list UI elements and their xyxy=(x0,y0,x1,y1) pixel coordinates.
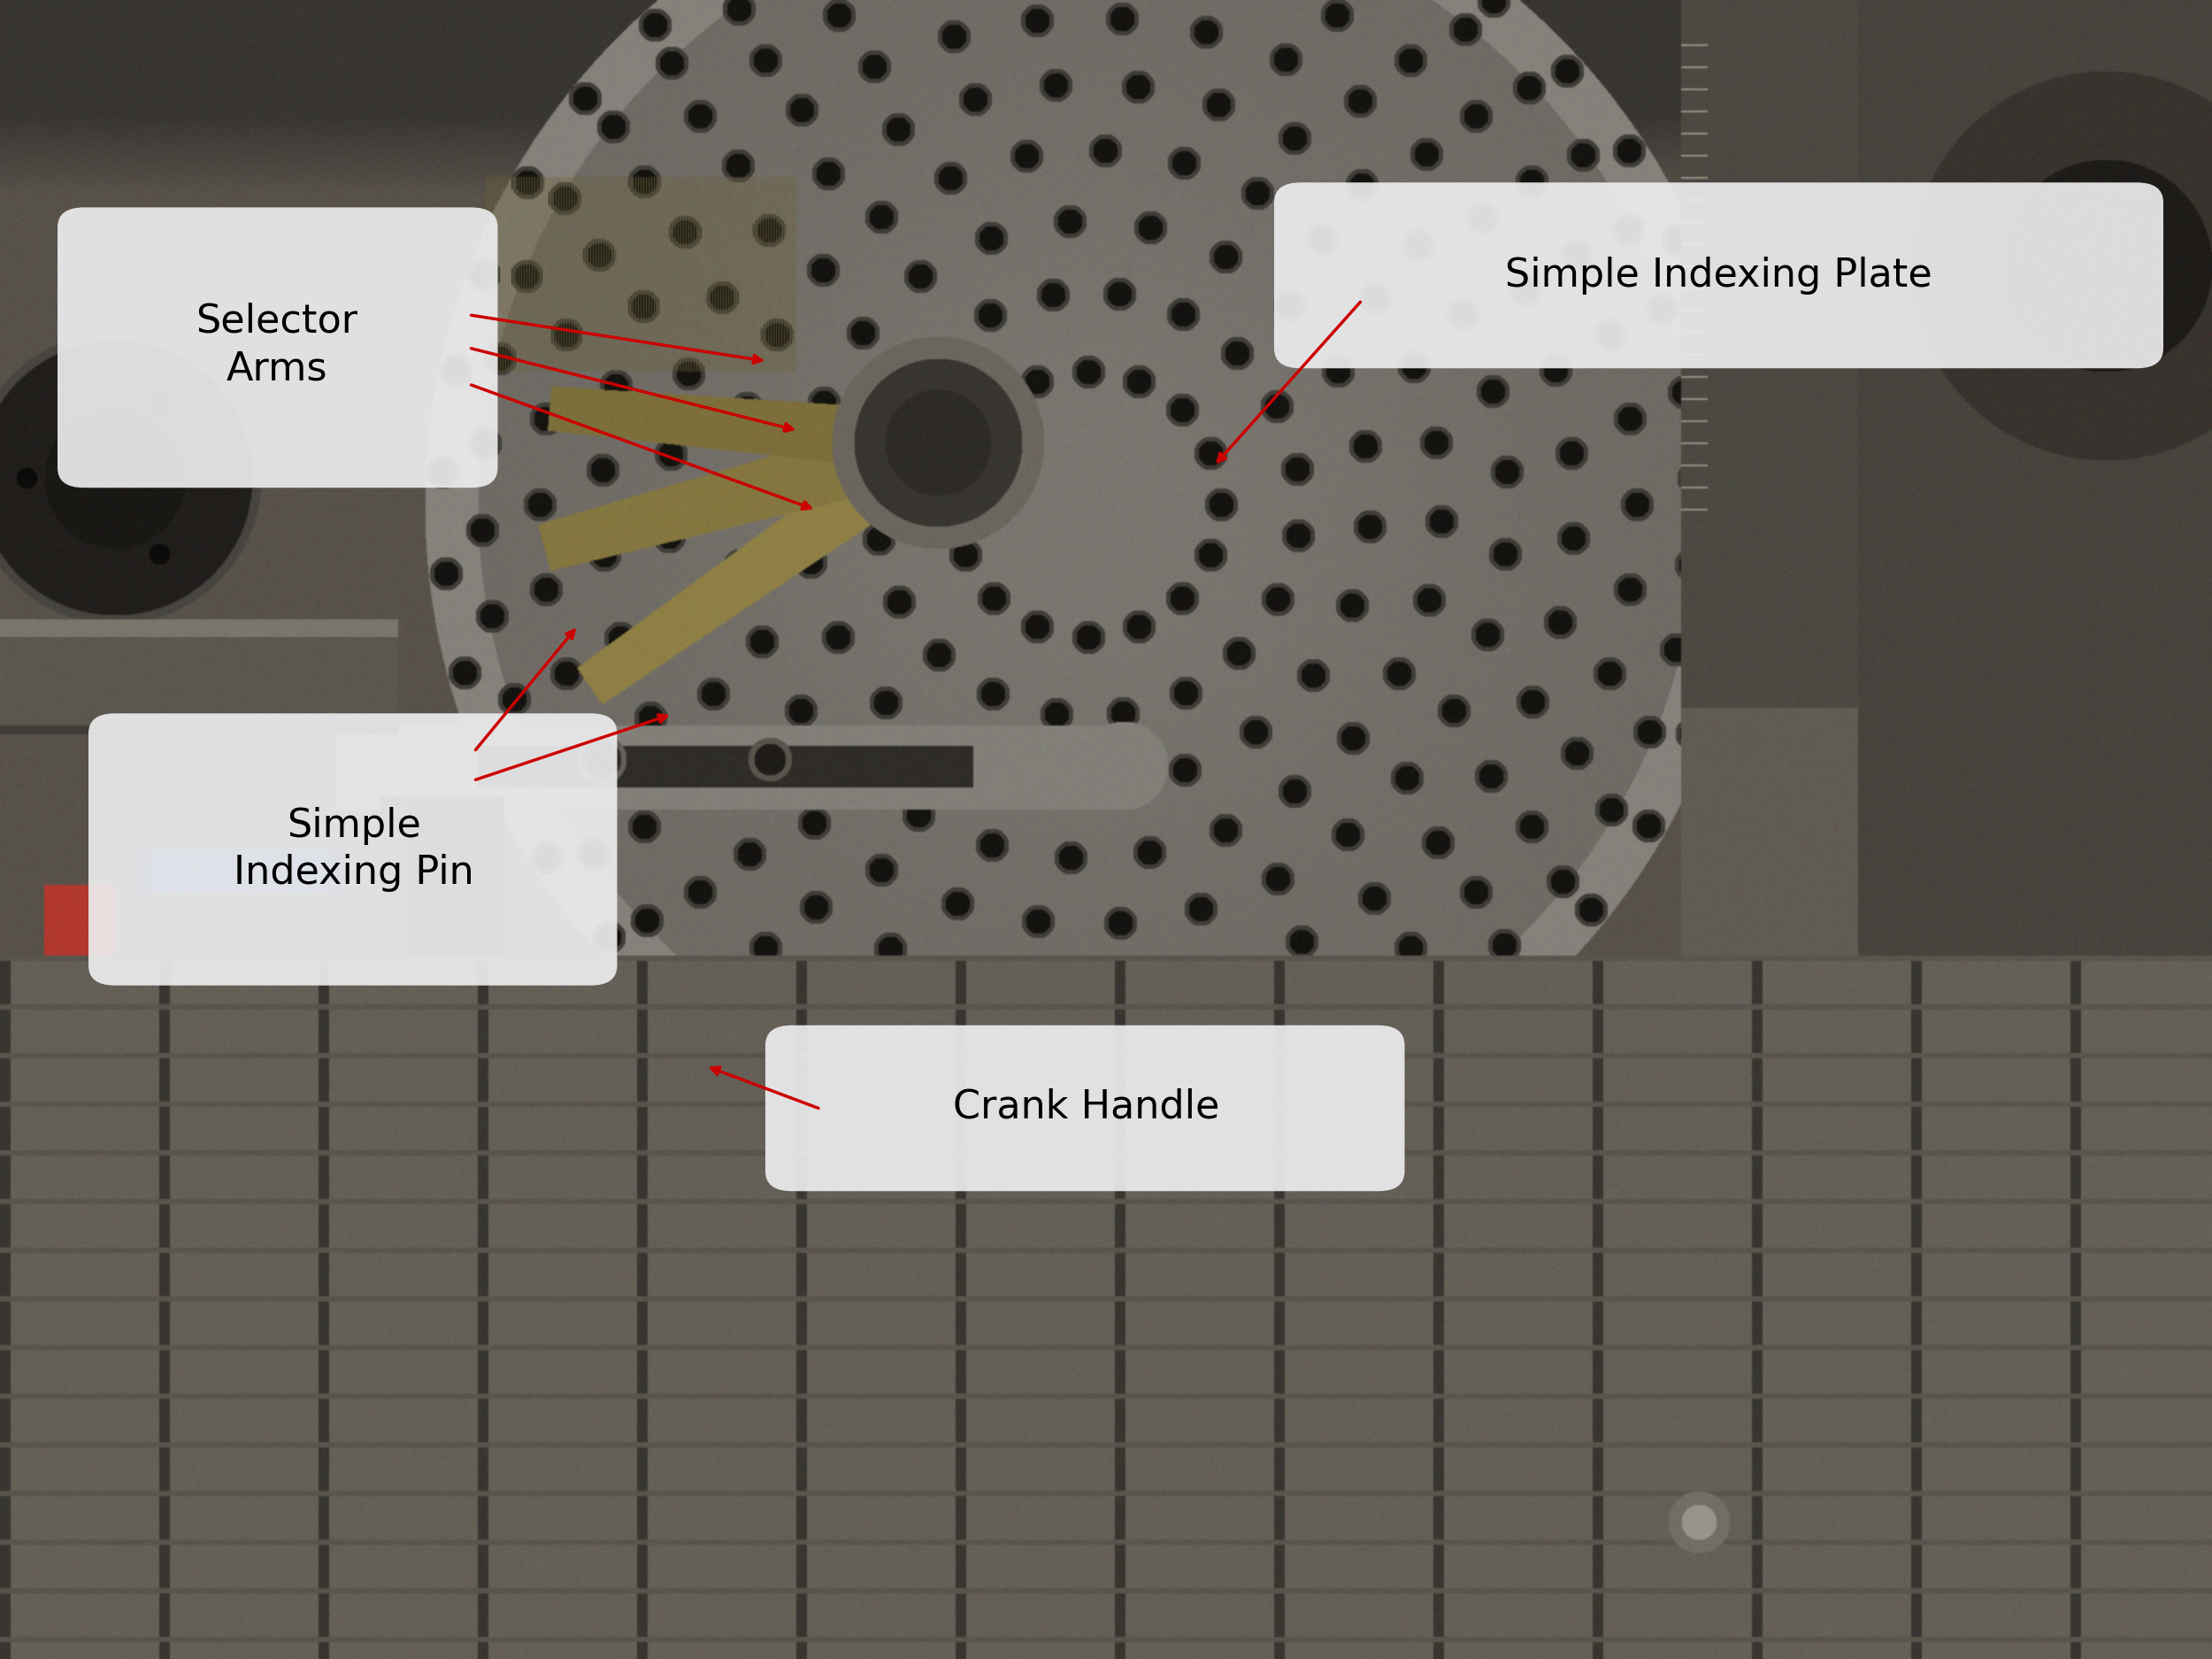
Text: Crank Handle: Crank Handle xyxy=(953,1088,1219,1125)
FancyBboxPatch shape xyxy=(765,1025,1405,1191)
Text: Selector
Arms: Selector Arms xyxy=(195,302,358,388)
Text: Simple Indexing Plate: Simple Indexing Plate xyxy=(1504,257,1933,294)
FancyBboxPatch shape xyxy=(58,207,498,488)
Text: Simple
Indexing Pin: Simple Indexing Pin xyxy=(234,806,473,893)
FancyBboxPatch shape xyxy=(88,713,617,985)
FancyBboxPatch shape xyxy=(1274,182,2163,368)
